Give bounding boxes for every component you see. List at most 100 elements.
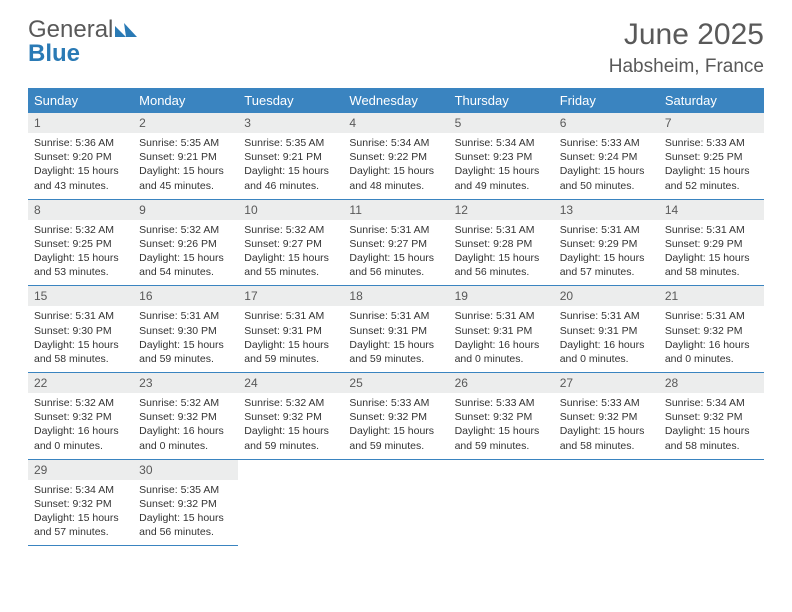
day-header: Thursday: [449, 88, 554, 113]
sunset-text: Sunset: 9:31 PM: [560, 324, 653, 338]
day-data: Sunrise: 5:33 AMSunset: 9:32 PMDaylight:…: [554, 393, 659, 459]
calendar-cell: 13Sunrise: 5:31 AMSunset: 9:29 PMDayligh…: [554, 199, 659, 286]
sunset-text: Sunset: 9:32 PM: [139, 497, 232, 511]
calendar-cell: 7Sunrise: 5:33 AMSunset: 9:25 PMDaylight…: [659, 113, 764, 199]
sunset-text: Sunset: 9:30 PM: [139, 324, 232, 338]
day-number: 21: [659, 286, 764, 306]
day-number: 24: [238, 373, 343, 393]
day-number: 13: [554, 200, 659, 220]
day-number: 3: [238, 113, 343, 133]
calendar-week-row: 8Sunrise: 5:32 AMSunset: 9:25 PMDaylight…: [28, 199, 764, 286]
day-data: Sunrise: 5:31 AMSunset: 9:31 PMDaylight:…: [554, 306, 659, 372]
day-data: Sunrise: 5:35 AMSunset: 9:21 PMDaylight:…: [238, 133, 343, 199]
sunrise-text: Sunrise: 5:32 AM: [34, 396, 127, 410]
daylight-text: Daylight: 15 hours and 49 minutes.: [455, 164, 548, 192]
calendar-cell: 28 Sunrise: 5:34 AMSunset: 9:32 PMDayligh…: [659, 373, 764, 460]
day-data: Sunrise: 5:34 AMSunset: 9:32 PMDaylight:…: [28, 480, 133, 546]
sunrise-text: Sunrise: 5:34 AM: [34, 483, 127, 497]
sunrise-text: Sunrise: 5:32 AM: [244, 396, 337, 410]
day-number: 7: [659, 113, 764, 133]
sunrise-text: Sunrise: 5:31 AM: [560, 309, 653, 323]
sunrise-text: Sunrise: 5:33 AM: [665, 136, 758, 150]
day-number: 6: [554, 113, 659, 133]
daylight-text: Daylight: 15 hours and 58 minutes.: [34, 338, 127, 366]
calendar-cell: 1Sunrise: 5:36 AMSunset: 9:20 PMDaylight…: [28, 113, 133, 199]
day-data: Sunrise: 5:33 AMSunset: 9:25 PMDaylight:…: [659, 133, 764, 199]
sunrise-text: Sunrise: 5:33 AM: [560, 396, 653, 410]
sunset-text: Sunset: 9:20 PM: [34, 150, 127, 164]
sunset-text: Sunset: 9:21 PM: [139, 150, 232, 164]
calendar-table: Sunday Monday Tuesday Wednesday Thursday…: [28, 88, 764, 546]
daylight-text: Daylight: 15 hours and 57 minutes.: [560, 251, 653, 279]
sunset-text: Sunset: 9:32 PM: [349, 410, 442, 424]
day-number: 28: [659, 373, 764, 393]
calendar-cell: 26Sunrise: 5:33 AMSunset: 9:32 PMDayligh…: [449, 373, 554, 460]
daylight-text: Daylight: 16 hours and 0 minutes.: [560, 338, 653, 366]
daylight-text: Daylight: 15 hours and 48 minutes.: [349, 164, 442, 192]
daylight-text: Daylight: 16 hours and 0 minutes.: [34, 424, 127, 452]
day-header: Saturday: [659, 88, 764, 113]
sunset-text: Sunset: 9:32 PM: [665, 324, 758, 338]
sunset-text: Sunset: 9:32 PM: [665, 410, 758, 424]
day-data: Sunrise: 5:32 AMSunset: 9:27 PMDaylight:…: [238, 220, 343, 286]
day-number: 20: [554, 286, 659, 306]
day-number: 10: [238, 200, 343, 220]
sunrise-text: Sunrise: 5:32 AM: [244, 223, 337, 237]
daylight-text: Daylight: 15 hours and 59 minutes.: [244, 424, 337, 452]
day-data: Sunrise: 5:31 AMSunset: 9:27 PMDaylight:…: [343, 220, 448, 286]
page-header: General Blue June 2025 Habsheim, France: [0, 0, 792, 88]
sunrise-text: Sunrise: 5:36 AM: [34, 136, 127, 150]
daylight-text: Daylight: 15 hours and 58 minutes.: [665, 251, 758, 279]
calendar-cell: [449, 459, 554, 546]
sunrise-text: Sunrise: 5:31 AM: [665, 309, 758, 323]
daylight-text: Daylight: 15 hours and 59 minutes.: [349, 338, 442, 366]
sunrise-text: Sunrise: 5:31 AM: [349, 309, 442, 323]
calendar-cell: 19Sunrise: 5:31 AMSunset: 9:31 PMDayligh…: [449, 286, 554, 373]
calendar-cell: 29Sunrise: 5:34 AMSunset: 9:32 PMDayligh…: [28, 459, 133, 546]
day-data: Sunrise: 5:31 AMSunset: 9:28 PMDaylight:…: [449, 220, 554, 286]
sunrise-text: Sunrise: 5:34 AM: [665, 396, 758, 410]
daylight-text: Daylight: 15 hours and 57 minutes.: [34, 511, 127, 539]
day-number: 4: [343, 113, 448, 133]
day-data: Sunrise: 5:33 AMSunset: 9:32 PMDaylight:…: [449, 393, 554, 459]
sunset-text: Sunset: 9:30 PM: [34, 324, 127, 338]
calendar-cell: 15Sunrise: 5:31 AMSunset: 9:30 PMDayligh…: [28, 286, 133, 373]
calendar-cell: 12Sunrise: 5:31 AMSunset: 9:28 PMDayligh…: [449, 199, 554, 286]
day-data: Sunrise: 5:32 AMSunset: 9:25 PMDaylight:…: [28, 220, 133, 286]
month-title: June 2025: [609, 18, 764, 52]
sunset-text: Sunset: 9:32 PM: [34, 497, 127, 511]
sunrise-text: Sunrise: 5:31 AM: [34, 309, 127, 323]
calendar-cell: 8Sunrise: 5:32 AMSunset: 9:25 PMDaylight…: [28, 199, 133, 286]
day-number: 23: [133, 373, 238, 393]
calendar-cell: [238, 459, 343, 546]
calendar-cell: 4Sunrise: 5:34 AMSunset: 9:22 PMDaylight…: [343, 113, 448, 199]
sunrise-text: Sunrise: 5:31 AM: [455, 223, 548, 237]
day-number: 16: [133, 286, 238, 306]
day-data: Sunrise: 5:34 AMSunset: 9:22 PMDaylight:…: [343, 133, 448, 199]
sunrise-text: Sunrise: 5:31 AM: [560, 223, 653, 237]
daylight-text: Daylight: 15 hours and 59 minutes.: [349, 424, 442, 452]
daylight-text: Daylight: 16 hours and 0 minutes.: [455, 338, 548, 366]
sunset-text: Sunset: 9:31 PM: [244, 324, 337, 338]
sunset-text: Sunset: 9:32 PM: [34, 410, 127, 424]
sunrise-text: Sunrise: 5:32 AM: [34, 223, 127, 237]
day-data: Sunrise: 5:33 AMSunset: 9:32 PMDaylight:…: [343, 393, 448, 459]
calendar-body: 1Sunrise: 5:36 AMSunset: 9:20 PMDaylight…: [28, 113, 764, 546]
title-block: June 2025 Habsheim, France: [609, 18, 764, 78]
sunrise-text: Sunrise: 5:32 AM: [139, 396, 232, 410]
calendar-cell: 10Sunrise: 5:32 AMSunset: 9:27 PMDayligh…: [238, 199, 343, 286]
day-number: 30: [133, 460, 238, 480]
day-data: Sunrise: 5:34 AMSunset: 9:23 PMDaylight:…: [449, 133, 554, 199]
sunset-text: Sunset: 9:32 PM: [139, 410, 232, 424]
sunset-text: Sunset: 9:21 PM: [244, 150, 337, 164]
day-number: 25: [343, 373, 448, 393]
sunset-text: Sunset: 9:32 PM: [455, 410, 548, 424]
day-header: Friday: [554, 88, 659, 113]
calendar-cell: 18Sunrise: 5:31 AMSunset: 9:31 PMDayligh…: [343, 286, 448, 373]
day-number: 26: [449, 373, 554, 393]
calendar-cell: 25Sunrise: 5:33 AMSunset: 9:32 PMDayligh…: [343, 373, 448, 460]
daylight-text: Daylight: 16 hours and 0 minutes.: [139, 424, 232, 452]
daylight-text: Daylight: 15 hours and 58 minutes.: [665, 424, 758, 452]
day-number: 29: [28, 460, 133, 480]
calendar-cell: 22Sunrise: 5:32 AMSunset: 9:32 PMDayligh…: [28, 373, 133, 460]
